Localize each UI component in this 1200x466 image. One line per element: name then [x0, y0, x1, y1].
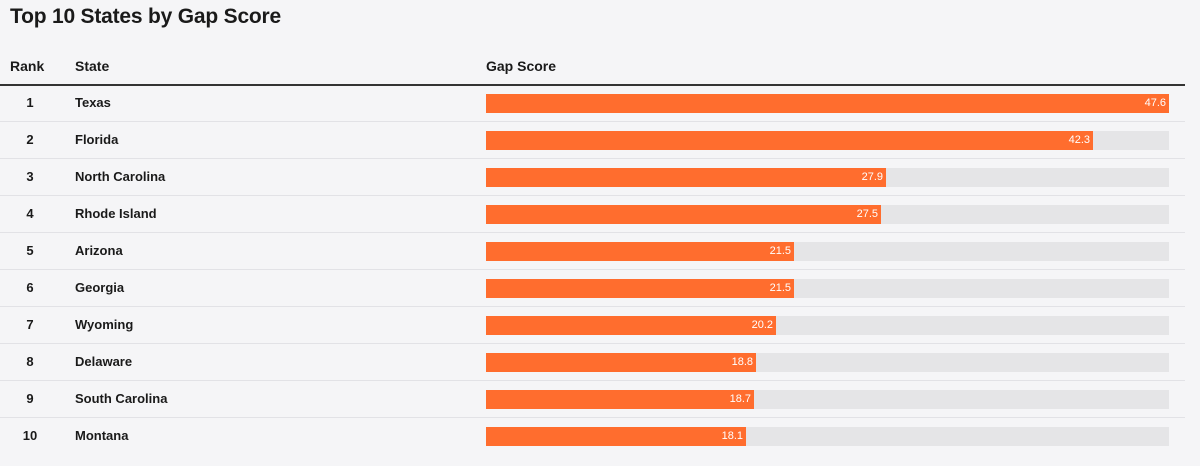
gap-score-bar: 27.5 — [486, 205, 881, 224]
table-row: 9 South Carolina 18.7 — [0, 381, 1185, 418]
column-header-state: State — [75, 58, 110, 74]
bar-track: 42.3 — [486, 131, 1169, 150]
table-row: 1 Texas 47.6 — [0, 85, 1185, 122]
bar-track: 18.1 — [486, 427, 1169, 446]
bar-track: 21.5 — [486, 279, 1169, 298]
rank-label: 10 — [22, 428, 38, 443]
rank-label: 5 — [26, 243, 34, 258]
state-label: Georgia — [75, 280, 125, 295]
gap-score-bar: 21.5 — [486, 242, 794, 261]
gap-score-bar: 21.5 — [486, 279, 794, 298]
bar-track: 20.2 — [486, 316, 1169, 335]
chart-title: Top 10 States by Gap Score — [10, 5, 281, 28]
bar-track: 21.5 — [486, 242, 1169, 261]
gap-score-value-label: 18.8 — [731, 356, 753, 368]
table-row: 8 Delaware 18.8 — [0, 344, 1185, 381]
state-label: Montana — [75, 428, 129, 443]
rank-label: 7 — [26, 317, 34, 332]
rank-label: 8 — [26, 354, 34, 369]
rank-label: 3 — [26, 169, 34, 184]
state-label: Arizona — [75, 243, 123, 258]
bar-track: 27.5 — [486, 205, 1169, 224]
state-label: Wyoming — [75, 317, 134, 332]
rank-label: 4 — [26, 206, 34, 221]
state-label: Rhode Island — [75, 206, 157, 221]
chart-rows: 1 Texas 47.6 2 Florida 42.3 3 North Carolina 27.… — [0, 85, 1185, 455]
rank-label: 2 — [26, 132, 34, 147]
table-row: 5 Arizona 21.5 — [0, 233, 1185, 270]
table-row: 2 Florida 42.3 — [0, 122, 1185, 159]
gap-score-value-label: 21.5 — [769, 282, 791, 294]
gap-score-bar: 27.9 — [486, 168, 886, 187]
column-header-rank: Rank — [10, 58, 45, 74]
bar-track: 47.6 — [486, 94, 1169, 113]
gap-score-value-label: 18.7 — [729, 393, 751, 405]
state-label: Texas — [75, 95, 111, 110]
gap-score-value-label: 47.6 — [1144, 97, 1166, 109]
column-header-gap-score: Gap Score — [486, 58, 557, 74]
state-label: Florida — [75, 132, 119, 147]
table-row: 6 Georgia 21.5 — [0, 270, 1185, 307]
rank-label: 6 — [26, 280, 34, 295]
gap-score-value-label: 18.1 — [721, 430, 743, 442]
gap-score-bar: 42.3 — [486, 131, 1093, 150]
table-row: 10 Montana 18.1 — [0, 418, 1185, 455]
state-label: Delaware — [75, 354, 133, 369]
gap-score-value-label: 27.9 — [861, 171, 883, 183]
table-row: 3 North Carolina 27.9 — [0, 159, 1185, 196]
bar-track: 27.9 — [486, 168, 1169, 187]
gap-score-value-label: 42.3 — [1068, 134, 1090, 146]
gap-score-bar: 20.2 — [486, 316, 776, 335]
table-row: 4 Rhode Island 27.5 — [0, 196, 1185, 233]
gap-score-bar: 18.1 — [486, 427, 746, 446]
gap-score-value-label: 21.5 — [769, 245, 791, 257]
state-label: South Carolina — [75, 391, 168, 406]
gap-score-value-label: 20.2 — [751, 319, 773, 331]
bar-track: 18.8 — [486, 353, 1169, 372]
bar-track: 18.7 — [486, 390, 1169, 409]
table-row: 7 Wyoming 20.2 — [0, 307, 1185, 344]
table-header: Rank State Gap Score — [0, 58, 1185, 86]
rank-label: 9 — [26, 391, 34, 406]
state-label: North Carolina — [75, 169, 166, 184]
gap-score-bar: 18.7 — [486, 390, 754, 409]
gap-score-bar: 18.8 — [486, 353, 756, 372]
gap-score-value-label: 27.5 — [856, 208, 878, 220]
gap-score-bar: 47.6 — [486, 94, 1169, 113]
rank-label: 1 — [26, 95, 34, 110]
